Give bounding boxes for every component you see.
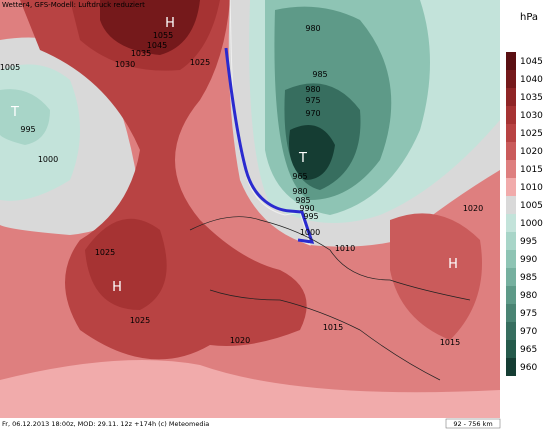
legend-swatch	[506, 268, 516, 286]
contour-label: 985	[312, 70, 327, 79]
contour-label: 980	[305, 85, 320, 94]
contour-label: 965	[292, 172, 307, 181]
legend-swatch	[506, 358, 516, 376]
legend: 1045 1040 1035 1030 1025 1020 1015 1010 1005 1000…	[506, 52, 543, 376]
contour-label: 970	[305, 109, 320, 118]
legend-unit: hPa	[520, 12, 538, 23]
legend-label: 980	[520, 291, 537, 301]
contour-label: 980	[305, 24, 320, 33]
legend-swatch	[506, 322, 516, 340]
contour-label: 975	[305, 96, 320, 105]
contour-label: 1000	[38, 155, 58, 164]
legend-label: 1030	[520, 111, 543, 121]
contour-label: 1000	[300, 228, 320, 237]
legend-swatch	[506, 106, 516, 124]
legend-swatch	[506, 340, 516, 358]
contour-label: 985	[295, 196, 310, 205]
contour-label: 1020	[463, 204, 483, 213]
contour-label: 1045	[147, 41, 167, 50]
legend-swatch	[506, 178, 516, 196]
legend-swatch	[506, 88, 516, 106]
legend-swatch	[506, 52, 516, 70]
low-marker: T	[298, 151, 307, 166]
legend-swatch	[506, 232, 516, 250]
high-marker: H	[165, 16, 175, 31]
legend-label: 985	[520, 273, 537, 283]
legend-label: 960	[520, 363, 537, 373]
legend-label: 1010	[520, 183, 543, 193]
legend-swatch	[506, 70, 516, 88]
legend-swatch	[506, 142, 516, 160]
legend-swatch	[506, 250, 516, 268]
contour-label: 1005	[0, 63, 20, 72]
high-marker: H	[448, 257, 458, 272]
legend-label: 1000	[520, 219, 543, 229]
legend-label: 1040	[520, 75, 543, 85]
footer-text: Fr, 06.12.2013 18:00z, MOD: 29.11. 12z +…	[2, 420, 209, 428]
legend-swatch	[506, 124, 516, 142]
contour-label: 1015	[323, 323, 343, 332]
header-title: Wetter4, GFS-Modell: Luftdruck reduziert	[2, 1, 145, 9]
contour-label: 1025	[130, 316, 150, 325]
legend-label: 1045	[520, 57, 543, 67]
contour-label: 1035	[131, 49, 151, 58]
legend-swatch	[506, 304, 516, 322]
contour-label: 980	[292, 187, 307, 196]
legend-label: 1035	[520, 93, 543, 103]
contour-label: 995	[303, 212, 318, 221]
legend-label: 965	[520, 345, 537, 355]
legend-label: 975	[520, 309, 537, 319]
legend-swatch	[506, 196, 516, 214]
legend-label: 1020	[520, 147, 543, 157]
legend-swatch	[506, 214, 516, 232]
contour-label: 990	[299, 204, 314, 213]
contour-label: 1025	[190, 58, 210, 67]
high-marker: H	[112, 280, 122, 295]
legend-label: 990	[520, 255, 537, 265]
legend-label: 1015	[520, 165, 543, 175]
contour-labels: 1005 995 1000 T H 1055 1045 1035 1030 10…	[0, 16, 483, 347]
legend-swatch	[506, 160, 516, 178]
contour-label: 1030	[115, 60, 135, 69]
scale-box	[445, 418, 501, 429]
scale-label: 92 - 756 km	[453, 420, 492, 428]
legend-label: 970	[520, 327, 537, 337]
legend-label: 995	[520, 237, 537, 247]
contour-label: 1025	[95, 248, 115, 257]
contour-label: 1010	[335, 244, 355, 253]
legend-label: 1025	[520, 129, 543, 139]
contour-label: 1055	[153, 31, 173, 40]
pressure-field	[0, 0, 500, 418]
contour-label: 1015	[440, 338, 460, 347]
low-marker: T	[10, 105, 19, 120]
legend-label: 1005	[520, 201, 543, 211]
contour-label: 995	[20, 125, 35, 134]
legend-swatch	[506, 286, 516, 304]
contour-label: 1020	[230, 336, 250, 345]
